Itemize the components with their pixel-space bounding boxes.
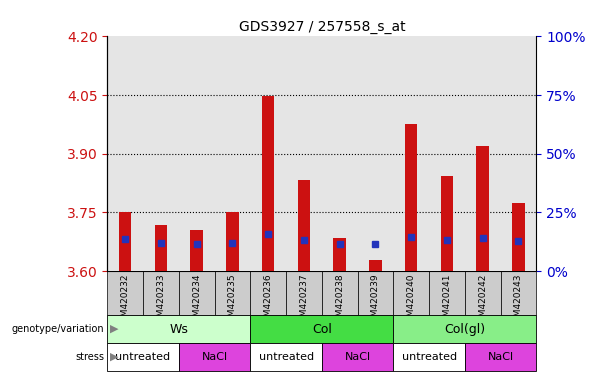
Bar	[179, 343, 250, 371]
Bar	[405, 124, 417, 271]
Bar	[322, 343, 394, 371]
Text: GSM420237: GSM420237	[299, 273, 308, 328]
Bar	[501, 271, 536, 315]
Bar	[286, 36, 322, 271]
Text: GSM420233: GSM420233	[156, 273, 166, 328]
Bar	[107, 315, 250, 343]
Bar	[465, 271, 501, 315]
Bar	[429, 36, 465, 271]
Text: untreated: untreated	[402, 352, 457, 362]
Bar	[250, 343, 322, 371]
Text: Col: Col	[312, 323, 332, 336]
Text: GSM420232: GSM420232	[121, 273, 130, 328]
Bar	[262, 96, 275, 271]
Text: Ws: Ws	[169, 323, 188, 336]
Bar	[143, 36, 179, 271]
Bar	[465, 36, 501, 271]
Text: GSM420242: GSM420242	[478, 273, 487, 328]
Bar	[357, 271, 394, 315]
Text: GSM420236: GSM420236	[264, 273, 273, 328]
Text: untreated: untreated	[115, 352, 170, 362]
Text: GSM420234: GSM420234	[192, 273, 201, 328]
Bar	[441, 176, 453, 271]
Bar	[333, 238, 346, 271]
Bar	[179, 271, 215, 315]
Bar	[250, 271, 286, 315]
Bar	[298, 180, 310, 271]
Bar	[394, 315, 536, 343]
Bar	[369, 260, 382, 271]
Text: genotype/variation: genotype/variation	[12, 324, 104, 334]
Text: ▶: ▶	[110, 352, 118, 362]
Text: GSM420241: GSM420241	[443, 273, 452, 328]
Text: Col(gl): Col(gl)	[444, 323, 485, 336]
Bar	[143, 271, 179, 315]
Bar	[429, 271, 465, 315]
Text: NaCl: NaCl	[487, 352, 514, 362]
Bar	[215, 36, 250, 271]
Bar	[512, 203, 525, 271]
Text: GSM420235: GSM420235	[228, 273, 237, 328]
Bar	[154, 225, 167, 271]
Text: GSM420238: GSM420238	[335, 273, 345, 328]
Bar	[465, 343, 536, 371]
Bar	[191, 230, 203, 271]
Text: NaCl: NaCl	[345, 352, 371, 362]
Bar	[250, 36, 286, 271]
Bar	[322, 36, 357, 271]
Bar	[357, 36, 394, 271]
Text: GSM420243: GSM420243	[514, 273, 523, 328]
Bar	[394, 343, 465, 371]
Text: GSM420239: GSM420239	[371, 273, 380, 328]
Bar	[286, 271, 322, 315]
Text: GSM420240: GSM420240	[406, 273, 416, 328]
Bar	[226, 212, 238, 271]
Bar	[322, 271, 357, 315]
Text: ▶: ▶	[110, 324, 118, 334]
Title: GDS3927 / 257558_s_at: GDS3927 / 257558_s_at	[238, 20, 405, 34]
Bar	[250, 315, 394, 343]
Bar	[394, 271, 429, 315]
Bar	[215, 271, 250, 315]
Text: untreated: untreated	[259, 352, 314, 362]
Bar	[501, 36, 536, 271]
Bar	[179, 36, 215, 271]
Bar	[476, 146, 489, 271]
Text: NaCl: NaCl	[202, 352, 227, 362]
Text: stress: stress	[75, 352, 104, 362]
Bar	[107, 343, 179, 371]
Bar	[394, 36, 429, 271]
Bar	[107, 271, 143, 315]
Bar	[107, 36, 143, 271]
Bar	[119, 212, 131, 271]
